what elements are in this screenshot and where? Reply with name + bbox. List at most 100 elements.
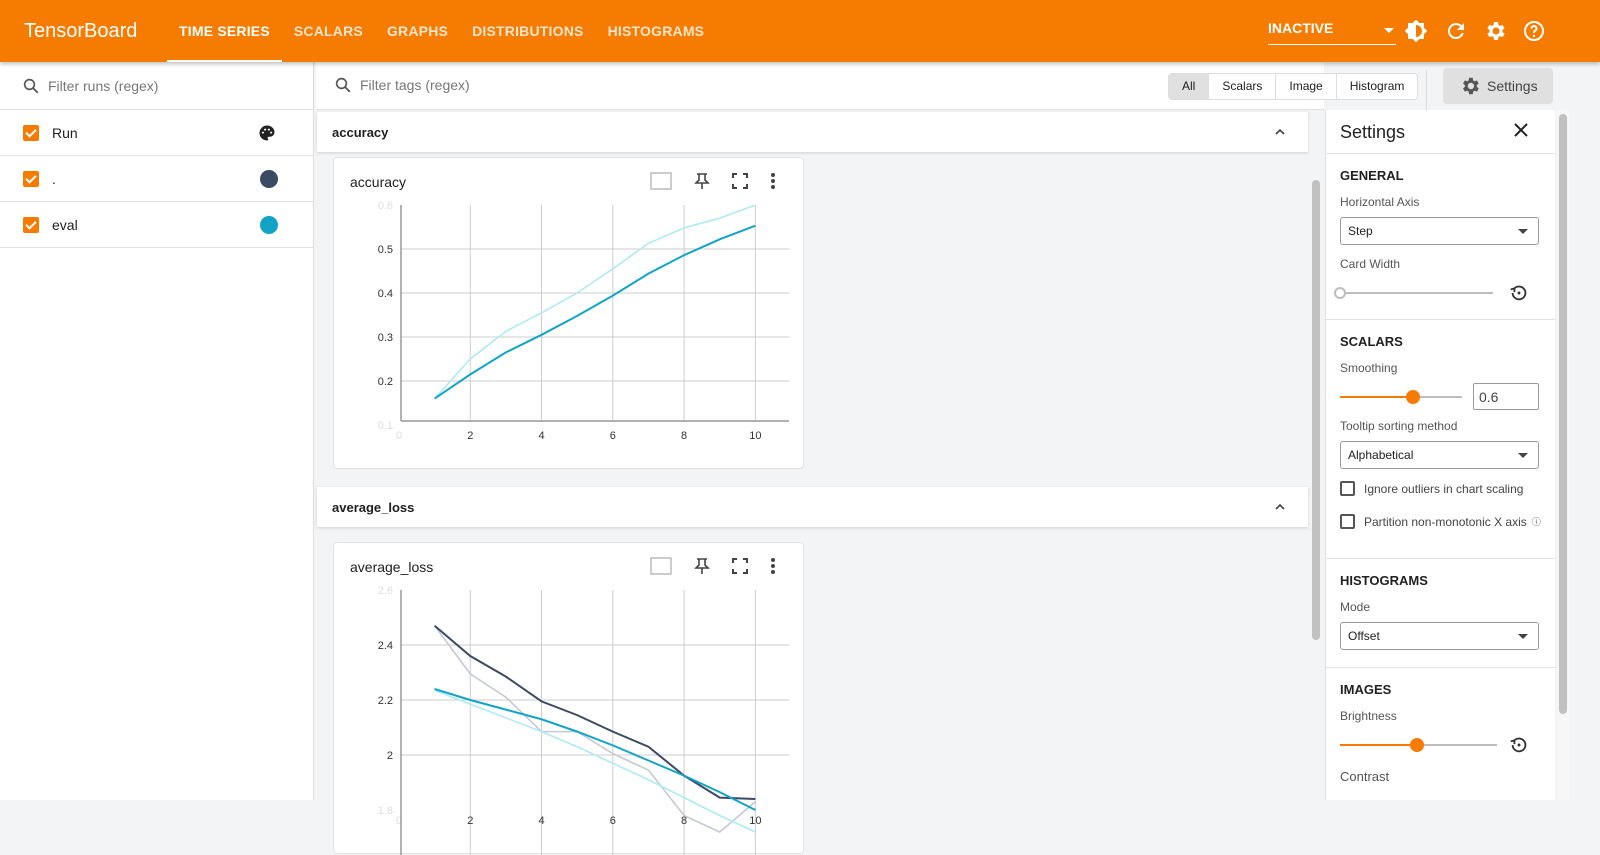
- y-tick-label: 1.8: [378, 805, 393, 817]
- run-checkbox[interactable]: [23, 216, 39, 233]
- y-tick-label: 0.1: [378, 420, 393, 432]
- tab-histograms[interactable]: HISTOGRAMS: [607, 23, 705, 39]
- card-title: average_loss: [350, 559, 434, 575]
- main-content: Filter tags (regex) All Scalars Image Hi…: [316, 62, 1553, 855]
- ignore-outliers-checkbox[interactable]: Ignore outliers in chart scaling: [1340, 481, 1541, 496]
- horizontal-axis-label: Horizontal Axis: [1340, 195, 1420, 209]
- divider: [1426, 70, 1427, 110]
- run-color-swatch[interactable]: [260, 215, 278, 234]
- series-line-dot-raw: [433, 625, 756, 833]
- help-icon[interactable]: [1522, 19, 1546, 43]
- x-tick-label: 6: [610, 815, 616, 827]
- run-column-header: Run: [52, 124, 78, 141]
- x-tick-label: 6: [610, 430, 616, 442]
- run-row[interactable]: .: [0, 156, 313, 202]
- fit-domain-icon[interactable]: [650, 557, 672, 575]
- brightness-label: Brightness: [1340, 709, 1397, 723]
- card-width-slider[interactable]: [1334, 279, 1541, 307]
- chevron-up-icon[interactable]: [1272, 124, 1288, 140]
- type-all-button[interactable]: All: [1169, 74, 1210, 99]
- palette-icon[interactable]: [258, 124, 276, 142]
- more-vert-icon[interactable]: [770, 557, 776, 575]
- tab-time-series[interactable]: TIME SERIES: [167, 0, 282, 62]
- group-header-accuracy[interactable]: accuracy: [317, 112, 1308, 152]
- y-tick-label: 0.6: [378, 200, 393, 212]
- runs-header-row: Run: [0, 110, 313, 156]
- y-tick-label: 0.5: [378, 244, 393, 256]
- settings-general: GENERAL Horizontal Axis Step Card Width: [1326, 154, 1555, 320]
- partition-x-axis-checkbox[interactable]: Partition non-monotonic X axis ⓘ: [1340, 514, 1541, 529]
- series-line-eval-smoothed: [434, 224, 756, 400]
- contrast-label: Contrast: [1340, 769, 1390, 784]
- mode-label: Mode: [1340, 600, 1371, 614]
- filter-tags-placeholder: Filter tags (regex): [360, 77, 470, 93]
- type-histogram-button[interactable]: Histogram: [1336, 74, 1418, 99]
- run-checkbox[interactable]: [23, 170, 39, 187]
- more-vert-icon[interactable]: [770, 172, 776, 190]
- card-title: accuracy: [350, 174, 407, 190]
- main-scrollbar[interactable]: [1312, 180, 1320, 640]
- fullscreen-icon[interactable]: [732, 558, 748, 574]
- histogram-mode-select[interactable]: Offset: [1340, 622, 1539, 650]
- x-tick-label: 2: [467, 430, 473, 442]
- settings-histograms: HISTOGRAMS Mode Offset: [1326, 559, 1555, 668]
- smoothing-input[interactable]: 0.6: [1473, 383, 1539, 410]
- scalar-card-accuracy: 0 2 4 6 8 10 0.1 0.2 0.3 0.4 0.5 0.6 accuracy: [333, 157, 804, 469]
- pin-icon[interactable]: [694, 557, 710, 575]
- y-tick-label: 2.6: [378, 585, 393, 597]
- settings-button[interactable]: Settings: [1443, 68, 1553, 104]
- refresh-icon[interactable]: [1444, 19, 1468, 43]
- chevron-up-icon[interactable]: [1272, 499, 1288, 515]
- type-scalars-button[interactable]: Scalars: [1209, 74, 1277, 99]
- fullscreen-icon[interactable]: [732, 173, 748, 189]
- brightness-icon[interactable]: [1404, 19, 1428, 43]
- filter-runs-input[interactable]: Filter runs (regex): [0, 62, 313, 110]
- fit-domain-icon[interactable]: [650, 172, 672, 190]
- gear-icon[interactable]: [1483, 19, 1507, 43]
- smoothing-slider[interactable]: 0.6: [1340, 383, 1541, 411]
- select-all-runs-checkbox[interactable]: [23, 124, 39, 141]
- series-line-eval-smoothed: [434, 688, 756, 811]
- checkbox-label: Partition non-monotonic X axis: [1364, 514, 1527, 529]
- tab-graphs[interactable]: GRAPHS: [386, 23, 449, 39]
- reset-icon[interactable]: [1508, 734, 1530, 756]
- settings-title: Settings: [1340, 122, 1406, 142]
- group-name: average_loss: [332, 499, 415, 515]
- slider-thumb[interactable]: [1410, 738, 1424, 752]
- settings-button-label: Settings: [1487, 78, 1538, 94]
- brightness-slider[interactable]: [1340, 731, 1541, 759]
- close-icon[interactable]: [1513, 122, 1529, 138]
- search-icon: [335, 77, 351, 93]
- plugin-status-dropdown[interactable]: INACTIVE: [1268, 20, 1396, 45]
- tooltip-sorting-select[interactable]: Alphabetical: [1340, 441, 1539, 469]
- horizontal-axis-select[interactable]: Step: [1340, 217, 1539, 245]
- run-row[interactable]: eval: [0, 202, 313, 248]
- average-loss-chart[interactable]: 0 2 4 6 8 101.822.22.42.6: [334, 543, 805, 855]
- filter-tags-input[interactable]: Filter tags (regex): [334, 76, 470, 94]
- reset-icon[interactable]: [1508, 282, 1530, 304]
- help-icon[interactable]: ⓘ: [1531, 517, 1541, 527]
- tab-distributions[interactable]: DISTRIBUTIONS: [472, 23, 584, 39]
- checkbox-label: Ignore outliers in chart scaling: [1364, 481, 1524, 496]
- group-name: accuracy: [332, 124, 389, 140]
- group-header-average-loss[interactable]: average_loss: [317, 487, 1308, 527]
- settings-panel: Settings GENERAL Horizontal Axis Step Ca…: [1325, 110, 1555, 800]
- settings-scalars: SCALARS Smoothing 0.6 Tooltip sorting me…: [1326, 320, 1555, 559]
- y-tick-label: 2.4: [378, 640, 393, 652]
- accuracy-chart[interactable]: 0 2 4 6 8 10 0.1 0.2 0.3 0.4 0.5 0.6: [334, 158, 805, 470]
- type-image-button[interactable]: Image: [1276, 74, 1337, 99]
- plugin-type-toggle: All Scalars Image Histogram: [1168, 73, 1419, 100]
- tooltip-sorting-label: Tooltip sorting method: [1340, 419, 1458, 433]
- run-label: eval: [52, 216, 78, 233]
- x-tick-label: 10: [749, 430, 761, 442]
- slider-thumb[interactable]: [1334, 287, 1346, 299]
- section-heading: IMAGES: [1340, 682, 1392, 697]
- tab-scalars[interactable]: SCALARS: [293, 23, 363, 39]
- run-color-swatch[interactable]: [260, 169, 278, 188]
- smoothing-label: Smoothing: [1340, 361, 1398, 375]
- pin-icon[interactable]: [694, 172, 710, 190]
- settings-scrollbar[interactable]: [1557, 110, 1569, 800]
- slider-thumb[interactable]: [1406, 390, 1420, 404]
- top-app-bar: TensorBoard TIME SERIES SCALARS GRAPHS D…: [0, 0, 1600, 62]
- x-tick-label: 0: [396, 430, 402, 442]
